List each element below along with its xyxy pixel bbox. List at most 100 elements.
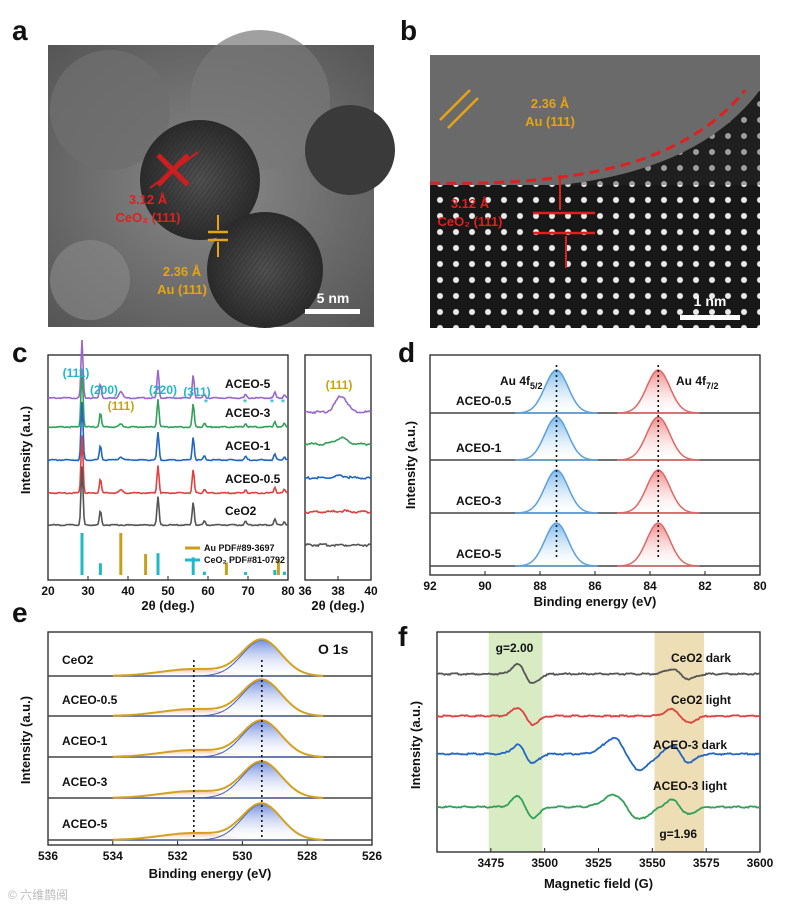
chart-e: 536 534 532 530 528 526 Binding energy (eV) Int… [18, 631, 382, 881]
c-ticklabel-50: 50 [161, 584, 175, 598]
c-ticklabel-70: 70 [241, 584, 255, 598]
c-zoom-xlabel: 2θ (deg.) [311, 598, 364, 613]
c-peak-label-3: (220) [149, 383, 177, 397]
d-annotation-1: Au 4f7/2 [676, 374, 719, 391]
c-ticklabel-80: 80 [281, 584, 295, 598]
haadf-b-au-plane: Au (111) [525, 114, 575, 129]
e-ticklabel-532: 532 [168, 849, 188, 863]
c-ticklabel-30: 30 [81, 584, 95, 598]
e-lattice-4 [112, 803, 324, 841]
f-series-label-1: CeO2 light [671, 693, 731, 707]
e-lattice-2 [112, 720, 324, 758]
f-ticklabel-3525: 3525 [585, 856, 612, 870]
f-series-label-2: ACEO-3 dark [653, 738, 727, 752]
e-vacancy-0 [112, 669, 324, 676]
f-series-2 [436, 736, 761, 772]
panel-label-e: e [12, 597, 28, 628]
e-envelope-0 [112, 638, 324, 677]
e-ticklabel-530: 530 [232, 849, 252, 863]
c-ylabel: Intensity (a.u.) [18, 406, 33, 494]
e-vacancy-1 [112, 709, 324, 716]
tem-a-au-spacing: 2.36 Å [163, 264, 202, 279]
haadf-b-scalebar-label: 1 nm [694, 293, 727, 309]
c-ticklabel-20: 20 [41, 584, 55, 598]
d-ticklabel-80: 80 [753, 579, 767, 593]
e-ticklabel-534: 534 [103, 849, 123, 863]
e-series-label-2: ACEO-1 [62, 734, 108, 748]
d-annotation-0: Au 4f5/2 [500, 374, 543, 391]
f-band-g200 [488, 632, 543, 852]
haadf-b-ceo2-plane: CeO₂ (111) [437, 214, 502, 229]
d-xlabel: Binding energy (eV) [534, 594, 657, 609]
haadf-b-au-spacing: 2.36 Å [531, 96, 570, 111]
e-series-label-0: CeO2 [62, 653, 94, 667]
c-star-1: * [243, 396, 248, 410]
c-series-1 [47, 369, 289, 429]
c-zoom-series-1 [304, 436, 372, 447]
d-peak-3-1 [617, 522, 700, 567]
f-series-1 [436, 707, 761, 727]
c-series-label-4: CeO2 [225, 504, 257, 518]
e-vacancy-4 [112, 833, 324, 840]
d-peak-1-0 [515, 416, 598, 461]
e-ylabel: Intensity (a.u.) [18, 696, 33, 784]
panel-label-f: f [398, 621, 408, 652]
c-series-3 [48, 435, 289, 495]
cz-ticklabel-36: 36 [298, 584, 312, 598]
d-ticklabel-82: 82 [698, 579, 712, 593]
e-envelope-1 [112, 678, 324, 717]
e-vacancy-2 [112, 750, 324, 757]
f-ticklabel-3500: 3500 [531, 856, 558, 870]
c-xlabel: 2θ (deg.) [141, 598, 194, 613]
e-series-label-4: ACEO-5 [62, 817, 108, 831]
c-ticklabel-60: 60 [201, 584, 215, 598]
e-series-label-1: ACEO-0.5 [62, 693, 118, 707]
c-legend-au: Au PDF#89-3697 [204, 543, 275, 553]
c-peak-label-1: (200) [90, 383, 118, 397]
c-series-2 [47, 401, 288, 462]
f-ticklabel-3550: 3550 [639, 856, 666, 870]
c-series-4 [47, 466, 289, 527]
cz-ticklabel-40: 40 [364, 584, 378, 598]
e-vacancy-3 [112, 791, 324, 798]
d-ylabel: Intensity (a.u.) [403, 421, 418, 509]
c-zoom-series-2 [304, 474, 372, 480]
d-ticklabel-84: 84 [643, 579, 657, 593]
e-frame [47, 631, 373, 846]
d-ticklabel-92: 92 [423, 579, 437, 593]
panel-label-b: b [400, 15, 417, 46]
e-envelope-3 [112, 760, 324, 799]
c-series-label-0: ACEO-5 [225, 377, 271, 391]
f-series-label-0: CeO2 dark [671, 651, 731, 665]
panel-label-a: a [12, 15, 28, 46]
f-g-label-1: g=1.96 [659, 827, 697, 841]
f-ticklabel-3600: 3600 [747, 856, 774, 870]
tem-a-scalebar-label: 5 nm [317, 290, 350, 306]
e-annotation: O 1s [318, 641, 349, 657]
e-ticklabel-526: 526 [362, 849, 382, 863]
f-band-g196 [654, 632, 705, 852]
e-envelope-2 [112, 719, 324, 758]
tem-a-au-plane: Au (111) [157, 282, 207, 297]
haadf-image-b [429, 55, 760, 328]
c-peak-label-0: (111) [63, 366, 90, 380]
c-peak-label-2: (111) [108, 399, 135, 413]
f-series-0 [437, 662, 761, 684]
d-series-label-2: ACEO-3 [456, 494, 502, 508]
e-lattice-3 [112, 761, 324, 799]
e-lattice-1 [112, 679, 324, 717]
panel-label-d: d [398, 337, 415, 368]
c-series-label-2: ACEO-1 [225, 439, 271, 453]
d-ticklabel-86: 86 [588, 579, 602, 593]
c-zoom-series-4 [305, 542, 372, 548]
c-star-3: * [281, 396, 286, 410]
f-ticklabel-3575: 3575 [693, 856, 720, 870]
c-series-label-1: ACEO-3 [225, 406, 271, 420]
d-series-label-0: ACEO-0.5 [456, 394, 512, 408]
e-lattice-0 [112, 639, 324, 677]
f-xlabel: Magnetic field (G) [544, 876, 653, 891]
d-peak-3-0 [515, 522, 598, 567]
e-ticklabel-528: 528 [297, 849, 317, 863]
f-series-label-3: ACEO-3 light [653, 779, 727, 793]
